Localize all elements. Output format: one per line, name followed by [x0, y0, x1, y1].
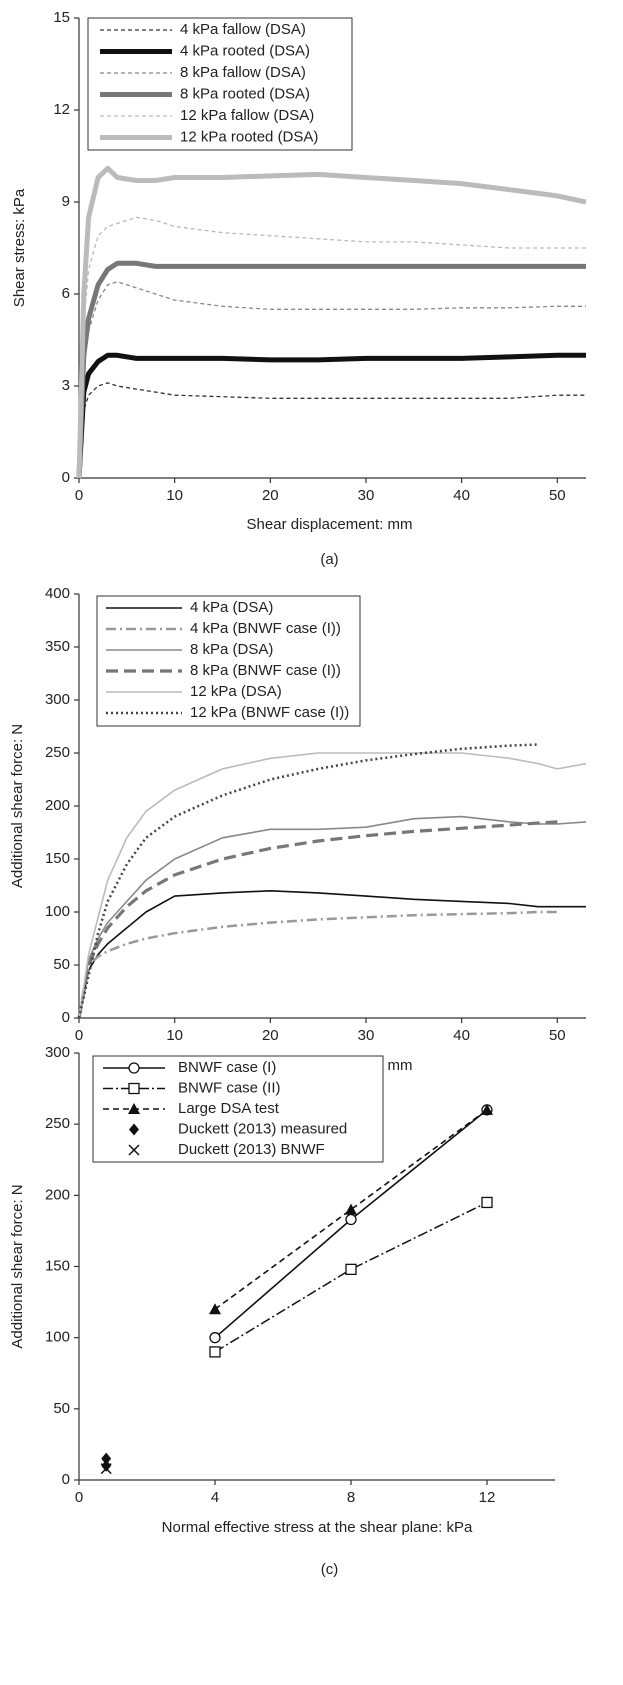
legend-label: 4 kPa (DSA) — [190, 599, 273, 616]
x-tick-label: 0 — [75, 1027, 83, 1044]
legend-label: 4 kPa (BNWF case (I)) — [190, 620, 341, 637]
legend-label: Duckett (2013) measured — [178, 1120, 347, 1137]
legend-marker — [128, 1144, 140, 1156]
y-tick-label: 150 — [45, 1257, 70, 1274]
marker — [345, 1203, 357, 1215]
y-axis-label: Additional shear force: N — [9, 1184, 26, 1348]
x-tick-label: 20 — [262, 487, 279, 504]
marker — [481, 1103, 493, 1115]
legend-label: 12 kPa rooted (DSA) — [180, 128, 318, 145]
y-tick-label: 200 — [45, 797, 70, 814]
y-tick-label: 3 — [62, 377, 70, 394]
legend-label: 8 kPa (DSA) — [190, 641, 273, 658]
legend-label: Large DSA test — [178, 1100, 280, 1117]
legend-label: 8 kPa fallow (DSA) — [180, 64, 306, 81]
x-tick-label: 12 — [479, 1489, 496, 1506]
y-tick-label: 0 — [62, 1009, 70, 1026]
marker — [209, 1303, 221, 1315]
series-line — [77, 910, 558, 1019]
y-tick-label: 150 — [45, 850, 70, 867]
y-tick-label: 250 — [45, 744, 70, 761]
legend-box — [96, 595, 361, 727]
x-tick-label: 30 — [358, 487, 375, 504]
marker — [101, 1459, 112, 1472]
y-tick-label: 50 — [53, 1400, 70, 1417]
x-tick-label: 20 — [262, 1027, 279, 1044]
legend-label: Duckett (2013) BNWF — [178, 1141, 325, 1158]
x-tick-label: 0 — [75, 1489, 83, 1506]
series-line — [78, 216, 586, 479]
legend-marker — [128, 1103, 140, 1114]
series-line — [77, 820, 558, 1019]
legend-label: BNWF case (I) — [178, 1059, 276, 1076]
y-tick-label: 9 — [62, 193, 70, 210]
y-tick-label: 400 — [45, 585, 70, 602]
y-tick-label: 50 — [53, 956, 70, 973]
y-tick-label: 0 — [62, 1471, 70, 1488]
caption: (a) — [320, 551, 338, 568]
y-tick-label: 12 — [53, 101, 70, 118]
y-tick-label: 350 — [45, 638, 70, 655]
y-axis-label: Additional shear force: N — [9, 724, 26, 888]
legend-marker — [128, 1062, 140, 1074]
marker — [345, 1263, 357, 1275]
legend-label: 8 kPa rooted (DSA) — [180, 85, 310, 102]
series-line — [214, 1201, 488, 1353]
series-line — [76, 165, 587, 479]
y-tick-label: 100 — [45, 1329, 70, 1346]
x-tick-label: 30 — [358, 1027, 375, 1044]
x-tick-label: 50 — [549, 487, 566, 504]
caption: (c) — [321, 1561, 339, 1578]
x-tick-label: 8 — [347, 1489, 355, 1506]
y-tick-label: 15 — [53, 9, 70, 26]
series-line — [214, 1109, 488, 1310]
y-tick-label: 100 — [45, 903, 70, 920]
y-tick-label: 300 — [45, 1044, 70, 1061]
legend-label: 4 kPa fallow (DSA) — [180, 21, 306, 38]
x-tick-label: 10 — [166, 487, 183, 504]
y-tick-label: 200 — [45, 1186, 70, 1203]
series-line — [78, 815, 587, 1019]
legend-label: 12 kPa (DSA) — [190, 683, 282, 700]
y-tick-label: 0 — [62, 469, 70, 486]
legend-label: BNWF case (II) — [178, 1079, 281, 1096]
series-line — [78, 281, 586, 479]
x-tick-label: 50 — [549, 1027, 566, 1044]
legend-label: 4 kPa rooted (DSA) — [180, 42, 310, 59]
x-tick-label: 10 — [166, 1027, 183, 1044]
legend-marker — [128, 1082, 140, 1095]
legend-label: 12 kPa (BNWF case (I)) — [190, 704, 349, 721]
legend-label: 12 kPa fallow (DSA) — [180, 107, 314, 124]
legend-box — [92, 1055, 384, 1163]
y-axis-label: Shear stress: kPa — [11, 188, 28, 307]
x-axis-label: Normal effective stress at the shear pla… — [162, 1519, 473, 1536]
series-line — [76, 260, 586, 479]
y-tick-label: 6 — [62, 285, 70, 302]
legend-marker — [129, 1123, 139, 1136]
series-line — [78, 382, 586, 479]
series-line — [78, 752, 587, 1019]
marker — [209, 1346, 221, 1358]
x-tick-label: 4 — [211, 1489, 219, 1506]
y-tick-label: 300 — [45, 691, 70, 708]
y-tick-label: 250 — [45, 1115, 70, 1132]
x-tick-label: 40 — [453, 487, 470, 504]
marker — [100, 1463, 112, 1475]
series-line — [76, 352, 586, 479]
marker — [345, 1213, 357, 1226]
series-line — [78, 890, 586, 1019]
x-axis-label: Shear displacement: mm — [247, 516, 413, 533]
marker — [101, 1452, 112, 1465]
marker — [209, 1332, 221, 1344]
x-tick-label: 40 — [453, 1027, 470, 1044]
legend-label: 8 kPa (BNWF case (I)) — [190, 662, 341, 679]
legend-box — [87, 17, 353, 151]
marker — [481, 1196, 493, 1209]
series-line — [77, 743, 539, 1019]
x-tick-label: 0 — [75, 487, 83, 504]
